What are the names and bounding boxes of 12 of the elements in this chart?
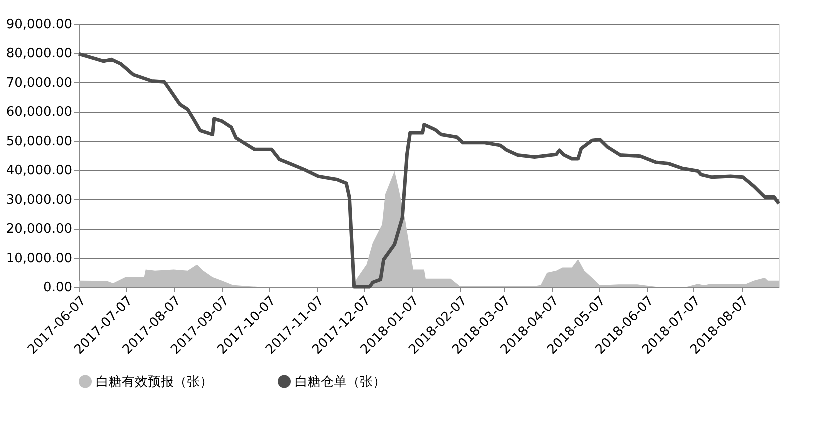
legend-label: 白糖有效预报（张） — [96, 374, 213, 390]
y-tick-label: 50,000.00 — [6, 134, 72, 150]
legend-label: 白糖仓单（张） — [295, 374, 386, 390]
y-tick-label: 90,000.00 — [6, 18, 72, 32]
y-tick-label: 40,000.00 — [6, 164, 72, 179]
y-tick-label: 70,000.00 — [6, 76, 72, 91]
y-tick-label: 10,000.00 — [6, 251, 72, 266]
y-tick-label: 0.00 — [44, 280, 72, 296]
y-tick-label: 60,000.00 — [6, 105, 72, 120]
y-tick-label: 20,000.00 — [6, 222, 72, 238]
y-tick-label: 30,000.00 — [6, 192, 72, 208]
y-tick-label: 80,000.00 — [6, 46, 72, 62]
